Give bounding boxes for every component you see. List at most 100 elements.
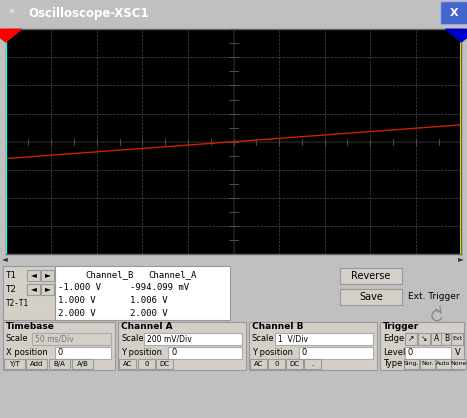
Text: T2: T2 (6, 285, 17, 294)
Bar (41, 270, 54, 280)
Text: DC: DC (290, 361, 299, 367)
Bar (405, 347, 451, 359)
Bar (418, 333, 430, 345)
Text: 50 ms/Div: 50 ms/Div (35, 334, 74, 343)
Text: Timebase: Timebase (6, 322, 55, 331)
Polygon shape (446, 29, 467, 42)
Bar (55, 347, 111, 359)
Bar (49, 359, 70, 369)
Bar (304, 359, 321, 369)
Bar (441, 333, 453, 345)
Bar (144, 333, 242, 345)
Text: ◄: ◄ (30, 285, 36, 293)
Text: Type: Type (383, 359, 403, 368)
Bar (431, 333, 443, 345)
Text: -994.099 mV: -994.099 mV (130, 283, 189, 292)
Text: 1.006 V: 1.006 V (130, 296, 168, 305)
Text: Channel_A: Channel_A (148, 270, 197, 279)
Bar (405, 333, 417, 345)
Text: Sing.: Sing. (403, 361, 419, 366)
Text: V: V (455, 348, 461, 357)
Text: Reverse: Reverse (351, 270, 391, 280)
Text: ◄: ◄ (2, 254, 8, 263)
Bar (138, 359, 155, 369)
Bar (168, 347, 242, 359)
Bar (436, 359, 451, 369)
Text: 200 mV/Div: 200 mV/Div (147, 334, 192, 343)
Bar (404, 359, 419, 369)
Text: ↗: ↗ (408, 334, 414, 343)
Bar (41, 283, 54, 295)
Text: Channel_B: Channel_B (85, 270, 134, 279)
Text: A/B: A/B (77, 361, 88, 367)
Text: Edge: Edge (383, 334, 404, 343)
Bar (156, 359, 173, 369)
Bar (250, 359, 267, 369)
Text: Y/T: Y/T (9, 361, 20, 367)
Bar (55, 265, 230, 320)
Text: T1: T1 (6, 271, 17, 280)
Text: X position: X position (6, 348, 48, 357)
Text: .: . (311, 361, 314, 367)
Text: A: A (434, 334, 439, 343)
Text: Ext: Ext (452, 336, 462, 341)
Text: 1.000 V: 1.000 V (58, 296, 96, 305)
Text: Scale: Scale (252, 334, 275, 343)
Text: Add: Add (30, 361, 43, 367)
Bar (27, 270, 40, 280)
Text: ◄: ◄ (30, 270, 36, 280)
Text: ►: ► (44, 270, 50, 280)
Bar (27, 283, 40, 295)
Text: 0: 0 (144, 361, 149, 367)
Polygon shape (0, 29, 21, 42)
Bar (72, 359, 93, 369)
Bar (286, 359, 303, 369)
Bar (451, 333, 463, 345)
Text: Y position: Y position (252, 348, 293, 357)
Bar (275, 333, 373, 345)
Text: Nor.: Nor. (421, 361, 434, 366)
Text: T2-T1: T2-T1 (6, 299, 29, 308)
Bar (420, 359, 435, 369)
Bar (32, 333, 111, 345)
Text: Save: Save (359, 292, 383, 302)
Bar (3, 322, 115, 370)
Text: -1.000 V: -1.000 V (58, 283, 101, 292)
FancyBboxPatch shape (441, 2, 467, 25)
Text: *: * (8, 7, 15, 20)
Bar (4, 359, 25, 369)
Text: 0: 0 (302, 348, 307, 357)
Text: 0: 0 (274, 361, 279, 367)
Text: Level: Level (383, 348, 405, 357)
Text: Ext. Trigger: Ext. Trigger (408, 292, 460, 301)
Text: Channel B: Channel B (252, 322, 304, 331)
Text: Scale: Scale (6, 334, 28, 343)
Text: ↘: ↘ (421, 334, 427, 343)
Text: 0: 0 (58, 348, 63, 357)
Text: DC: DC (160, 361, 170, 367)
Text: Trigger: Trigger (383, 322, 419, 331)
Text: Y position: Y position (121, 348, 162, 357)
Text: 2.000 V: 2.000 V (58, 309, 96, 318)
Bar (380, 322, 464, 370)
Text: AC: AC (123, 361, 132, 367)
Bar (299, 347, 373, 359)
Bar (249, 322, 377, 370)
Text: 2.000 V: 2.000 V (130, 309, 168, 318)
Text: Oscilloscope-XSC1: Oscilloscope-XSC1 (28, 7, 149, 20)
Text: B/A: B/A (54, 361, 65, 367)
Text: X: X (450, 8, 459, 18)
Bar (340, 268, 402, 283)
Bar (451, 359, 466, 369)
Bar (3, 265, 111, 320)
Text: Auto: Auto (436, 361, 451, 366)
Bar (119, 359, 136, 369)
Bar (26, 359, 47, 369)
Text: None: None (450, 361, 467, 366)
Text: 1  V/Div: 1 V/Div (278, 334, 308, 343)
Text: ►: ► (458, 254, 464, 263)
Text: 0: 0 (408, 348, 413, 357)
Text: Scale: Scale (121, 334, 144, 343)
Bar (340, 288, 402, 305)
Text: AC: AC (254, 361, 263, 367)
